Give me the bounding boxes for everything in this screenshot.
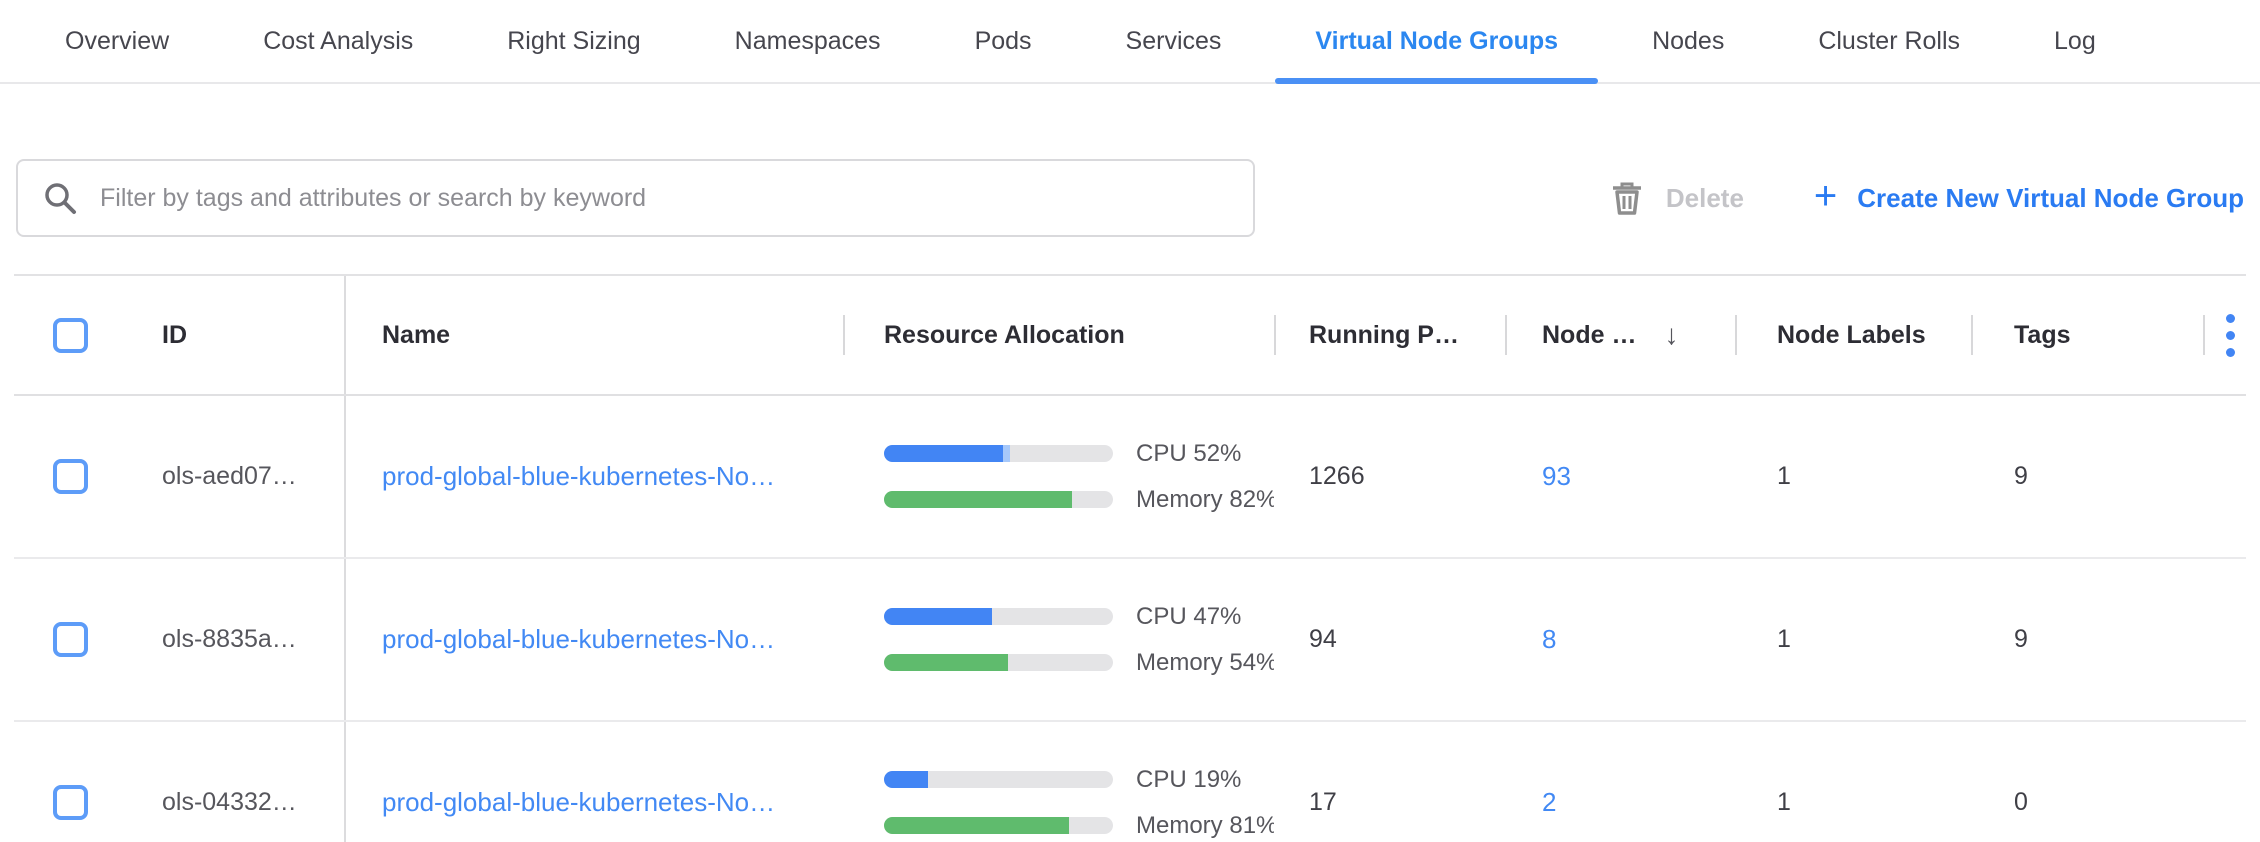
column-header-name[interactable]: Name: [382, 320, 451, 349]
table-row: ols-aed07… prod-global-blue-kubernetes-N…: [14, 396, 2246, 557]
tab-namespaces[interactable]: Namespaces: [734, 26, 881, 55]
resource-allocation-cell: CPU 47% Memory 54%: [843, 559, 1274, 720]
row-name-link[interactable]: prod-global-blue-kubernetes-No…: [382, 461, 776, 491]
tags-value: 9: [2014, 462, 2028, 490]
plus-icon: +: [1813, 174, 1838, 218]
table-row: ols-04332… prod-global-blue-kubernetes-N…: [14, 720, 2246, 842]
memory-usage-bar: [884, 817, 1113, 834]
memory-usage-bar: [884, 654, 1113, 671]
tab-right-sizing[interactable]: Right Sizing: [507, 26, 641, 55]
cpu-usage-bar: [884, 608, 1113, 625]
cpu-usage-bar: [884, 771, 1113, 788]
filter-box[interactable]: [16, 159, 1255, 237]
tab-list: Overview Cost Analysis Right Sizing Namespa…: [0, 0, 2260, 84]
tab-bar: Overview Cost Analysis Right Sizing Namespa…: [0, 0, 2260, 84]
tab-cost-analysis[interactable]: Cost Analysis: [263, 26, 414, 55]
memory-label: Memory 82%: [1136, 485, 1274, 513]
column-header-id[interactable]: ID: [162, 320, 187, 349]
resource-allocation-cell: CPU 52% Memory 82%: [843, 396, 1274, 557]
toolbar-actions: Delete + Create New Virtual Node Group: [1610, 176, 2244, 217]
sort-descending-icon[interactable]: ↓: [1664, 319, 1679, 350]
tab-log[interactable]: Log: [2054, 26, 2096, 55]
column-header-resource-allocation[interactable]: Resource Allocation: [884, 320, 1125, 349]
search-icon: [45, 183, 76, 214]
row-checkbox[interactable]: [53, 785, 88, 820]
tags-value: 9: [2014, 625, 2028, 653]
memory-label: Memory 54%: [1136, 648, 1274, 676]
delete-label: Delete: [1665, 182, 1744, 213]
row-checkbox[interactable]: [53, 622, 88, 657]
row-name-link[interactable]: prod-global-blue-kubernetes-No…: [382, 624, 776, 654]
delete-button[interactable]: Delete: [1610, 179, 1744, 217]
table-row: ols-8835a… prod-global-blue-kubernetes-N…: [14, 557, 2246, 720]
table-body: ols-aed07… prod-global-blue-kubernetes-N…: [14, 396, 2246, 842]
toolbar: Delete + Create New Virtual Node Group: [16, 158, 2244, 238]
nodes-count-link[interactable]: 93: [1542, 461, 1571, 491]
column-header-nodes[interactable]: Node …: [1542, 320, 1637, 349]
select-all-checkbox[interactable]: [53, 317, 88, 353]
tab-cluster-rolls[interactable]: Cluster Rolls: [1818, 26, 1961, 55]
create-new-virtual-node-group-button[interactable]: + Create New Virtual Node Group: [1814, 176, 2244, 216]
trash-icon: [1612, 182, 1641, 215]
tab-virtual-node-groups[interactable]: Virtual Node Groups: [1275, 0, 1598, 84]
nodes-count-link[interactable]: 2: [1542, 787, 1557, 817]
tab-overview[interactable]: Overview: [65, 26, 170, 55]
nodes-count-link[interactable]: 8: [1542, 624, 1557, 654]
tab-services[interactable]: Services: [1125, 26, 1222, 55]
tags-value: 0: [2014, 788, 2028, 816]
running-pods-value: 1266: [1309, 462, 1365, 490]
cpu-usage-bar: [884, 445, 1113, 462]
cpu-label: CPU 52%: [1136, 439, 1242, 467]
cpu-label: CPU 47%: [1136, 602, 1242, 630]
memory-label: Memory 81%: [1136, 811, 1274, 839]
column-header-running-pods[interactable]: Running P…: [1309, 320, 1459, 349]
cpu-label: CPU 19%: [1136, 765, 1242, 793]
row-name-link[interactable]: prod-global-blue-kubernetes-No…: [382, 787, 776, 817]
node-labels-value: 1: [1777, 462, 1791, 490]
row-checkbox[interactable]: [53, 459, 88, 494]
running-pods-value: 17: [1309, 788, 1337, 816]
memory-usage-bar: [884, 491, 1113, 508]
tab-pods[interactable]: Pods: [974, 26, 1032, 55]
resource-allocation-cell: CPU 19% Memory 81%: [843, 722, 1274, 842]
node-labels-value: 1: [1777, 625, 1791, 653]
filter-input[interactable]: [98, 182, 1233, 214]
column-settings-menu-icon[interactable]: [2226, 313, 2235, 357]
create-label: Create New Virtual Node Group: [1857, 182, 2244, 213]
row-id: ols-8835a…: [146, 559, 346, 720]
node-labels-value: 1: [1777, 788, 1791, 816]
tab-nodes[interactable]: Nodes: [1652, 26, 1725, 55]
virtual-node-groups-table: ID Name Resource Allocation Running P… N…: [14, 274, 2246, 842]
row-id: ols-aed07…: [146, 396, 346, 557]
row-id: ols-04332…: [146, 722, 346, 842]
table-header: ID Name Resource Allocation Running P… N…: [14, 276, 2246, 396]
column-header-node-labels[interactable]: Node Labels: [1777, 320, 1926, 349]
running-pods-value: 94: [1309, 625, 1337, 653]
column-header-tags[interactable]: Tags: [2014, 320, 2071, 349]
